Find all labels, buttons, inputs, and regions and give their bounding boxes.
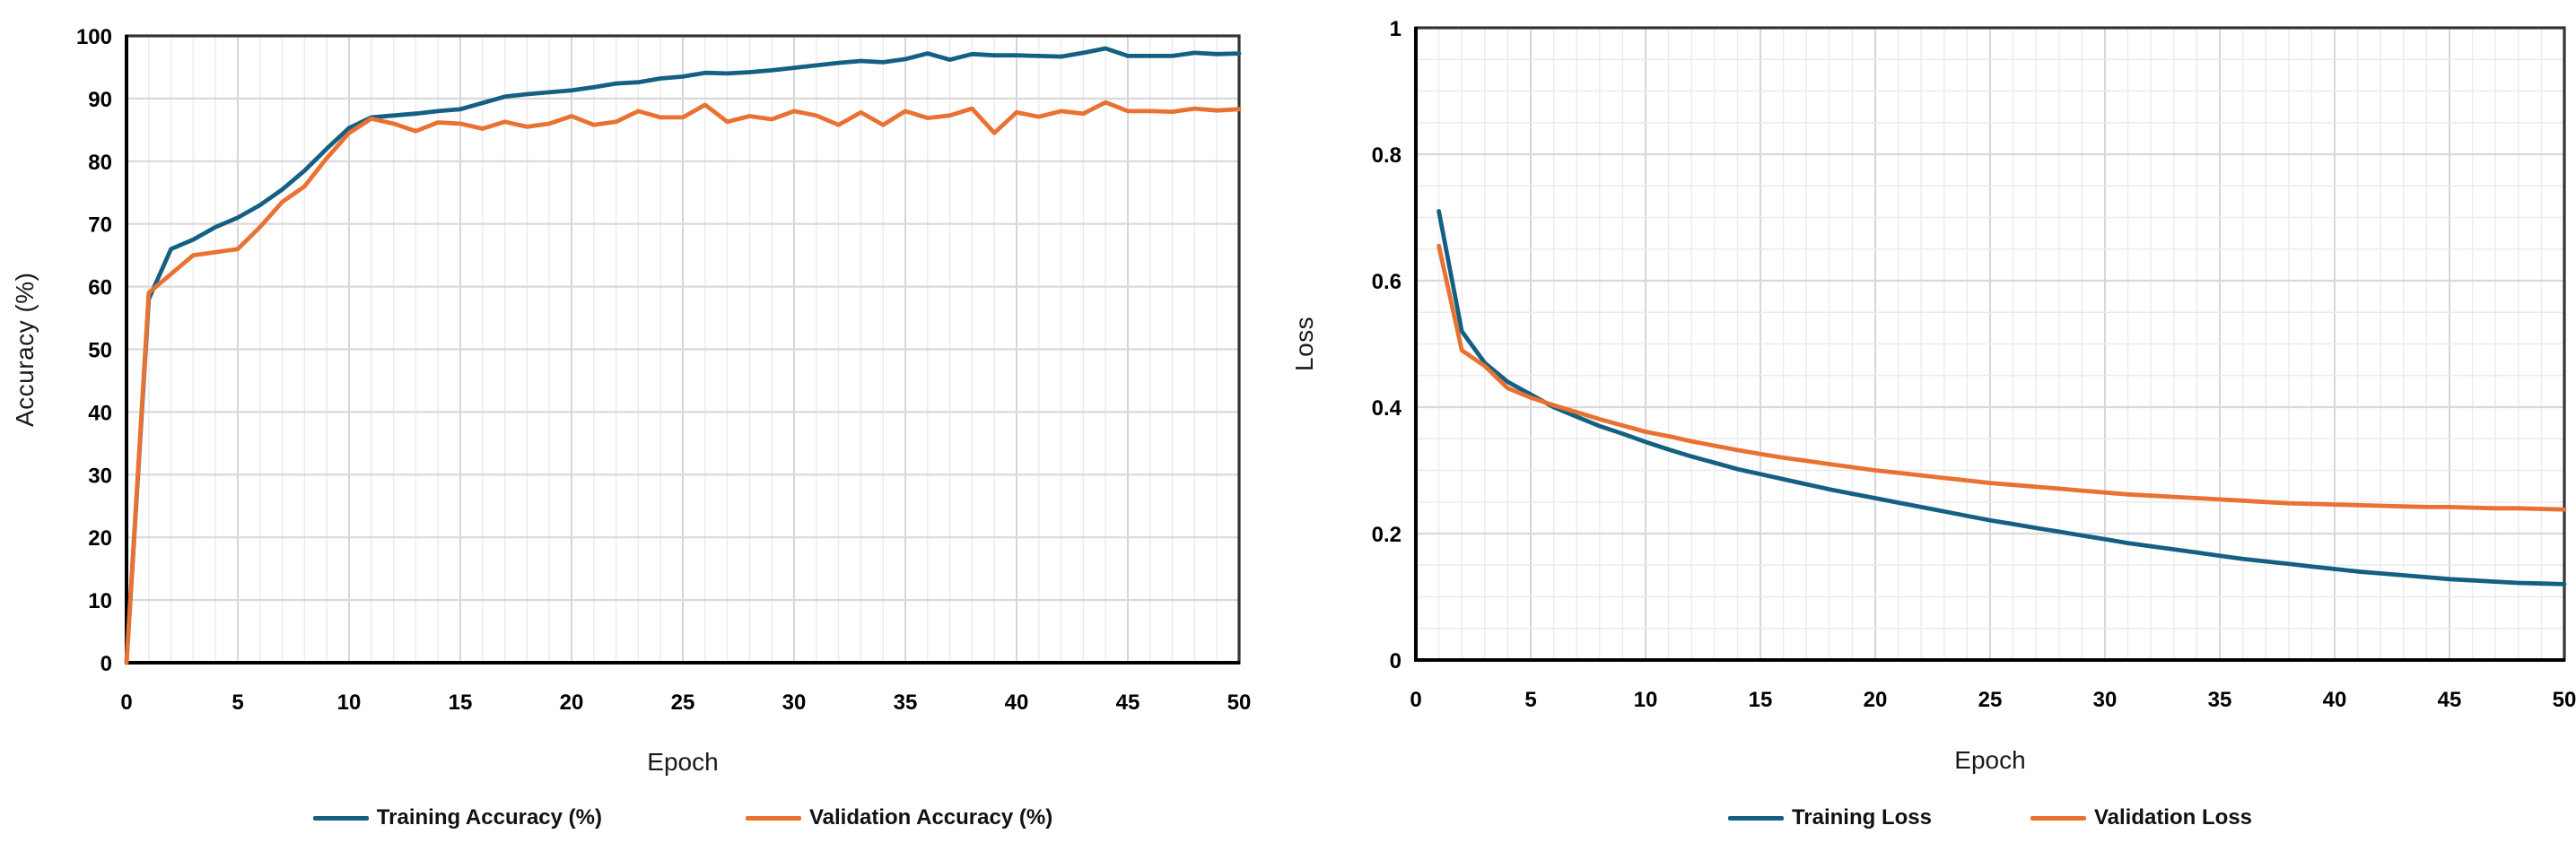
accuracy-x-tick-label: 35 bbox=[894, 691, 918, 715]
accuracy-legend: Training Accuracy (%) Validation Accurac… bbox=[127, 805, 1239, 830]
loss-x-tick-label: 20 bbox=[1864, 688, 1888, 712]
loss-y-tick-label: 0 bbox=[1390, 649, 1402, 673]
loss-y-tick-label: 1 bbox=[1390, 17, 1402, 41]
accuracy-x-tick-label: 25 bbox=[671, 691, 695, 715]
loss-y-tick-label: 0.2 bbox=[1372, 523, 1402, 547]
accuracy-tick-labels: 0 5 10 15 20 25 30 35 40 45 50 0 10 20 30 40 50 60 70 80 90 1… bbox=[76, 25, 1251, 715]
loss-plot: 0 5 10 15 20 25 30 35 40 45 50 0 0.2 0.4 0.6 0.8 1 bbox=[1372, 17, 2576, 712]
accuracy-x-axis-title: Epoch bbox=[647, 748, 719, 776]
loss-x-axis-title: Epoch bbox=[1954, 746, 2026, 774]
loss-x-tick-label: 35 bbox=[2208, 688, 2232, 712]
loss-gridlines bbox=[1416, 28, 2564, 660]
loss-tick-labels: 0 5 10 15 20 25 30 35 40 45 50 0 0.2 0.4 0.6 0.8 1 bbox=[1372, 17, 2576, 712]
accuracy-y-tick-label: 30 bbox=[88, 464, 112, 488]
accuracy-plot: 0 5 10 15 20 25 30 35 40 45 50 0 10 20 30 40 50 60 70 80 90 1… bbox=[76, 25, 1251, 715]
accuracy-y-tick-label: 100 bbox=[76, 25, 112, 49]
loss-y-tick-label: 0.6 bbox=[1372, 270, 1402, 294]
accuracy-x-tick-label: 10 bbox=[337, 691, 362, 715]
loss-x-tick-label: 10 bbox=[1634, 688, 1658, 712]
loss-x-tick-label: 25 bbox=[1978, 688, 2003, 712]
loss-x-tick-label: 15 bbox=[1749, 688, 1773, 712]
loss-y-tick-label: 0.4 bbox=[1372, 396, 1402, 421]
accuracy-series-validation-line bbox=[124, 100, 1242, 665]
accuracy-x-tick-label: 40 bbox=[1005, 691, 1029, 715]
legend-item-validation-loss: Validation Loss bbox=[2030, 805, 2252, 830]
legend-label: Training Loss bbox=[1791, 805, 1932, 830]
training-accuracy-line-swatch bbox=[312, 815, 369, 821]
accuracy-x-tick-label: 50 bbox=[1227, 691, 1252, 715]
legend-label: Validation Accuracy (%) bbox=[808, 805, 1053, 830]
accuracy-x-tick-label: 20 bbox=[560, 691, 584, 715]
loss-y-axis-title: Loss bbox=[1290, 316, 1318, 372]
accuracy-y-tick-label: 20 bbox=[88, 526, 112, 551]
loss-x-tick-label: 40 bbox=[2323, 688, 2347, 712]
accuracy-x-tick-label: 15 bbox=[449, 691, 473, 715]
accuracy-gridlines bbox=[127, 36, 1239, 663]
accuracy-x-tick-label: 30 bbox=[782, 691, 807, 715]
loss-series-training-line bbox=[1436, 209, 2567, 586]
accuracy-x-tick-label: 45 bbox=[1116, 691, 1140, 715]
legend-label: Training Accuracy (%) bbox=[376, 805, 602, 830]
accuracy-x-tick-label: 0 bbox=[120, 691, 132, 715]
loss-x-tick-label: 5 bbox=[1524, 688, 1536, 712]
accuracy-y-tick-label: 60 bbox=[88, 276, 112, 300]
loss-legend: Training Loss Validation Loss bbox=[1416, 805, 2564, 830]
validation-loss-line-swatch bbox=[2030, 815, 2086, 821]
accuracy-y-tick-label: 90 bbox=[88, 88, 112, 112]
loss-y-tick-label: 0.8 bbox=[1372, 143, 1402, 168]
accuracy-y-tick-label: 70 bbox=[88, 213, 112, 238]
loss-x-tick-label: 50 bbox=[2553, 688, 2576, 712]
training-loss-line-swatch bbox=[1727, 815, 1784, 821]
accuracy-y-tick-label: 10 bbox=[88, 589, 112, 613]
validation-accuracy-line-swatch bbox=[745, 815, 801, 821]
loss-x-tick-label: 30 bbox=[2093, 688, 2118, 712]
legend-item-training-loss: Training Loss bbox=[1727, 805, 1932, 830]
legend-label: Validation Loss bbox=[2093, 805, 2253, 830]
accuracy-y-axis-title: Accuracy (%) bbox=[11, 272, 39, 428]
loss-series-validation-line bbox=[1436, 243, 2567, 512]
accuracy-y-tick-label: 80 bbox=[88, 151, 112, 175]
accuracy-y-tick-label: 50 bbox=[88, 339, 112, 363]
loss-x-tick-label: 0 bbox=[1410, 688, 1421, 712]
accuracy-x-tick-label: 5 bbox=[231, 691, 243, 715]
legend-item-validation-accuracy: Validation Accuracy (%) bbox=[745, 805, 1053, 830]
accuracy-series-training-line bbox=[124, 46, 1242, 665]
legend-item-training-accuracy: Training Accuracy (%) bbox=[312, 805, 602, 830]
accuracy-y-tick-label: 0 bbox=[100, 652, 112, 676]
accuracy-y-tick-label: 40 bbox=[88, 401, 112, 425]
loss-x-tick-label: 45 bbox=[2438, 688, 2462, 712]
